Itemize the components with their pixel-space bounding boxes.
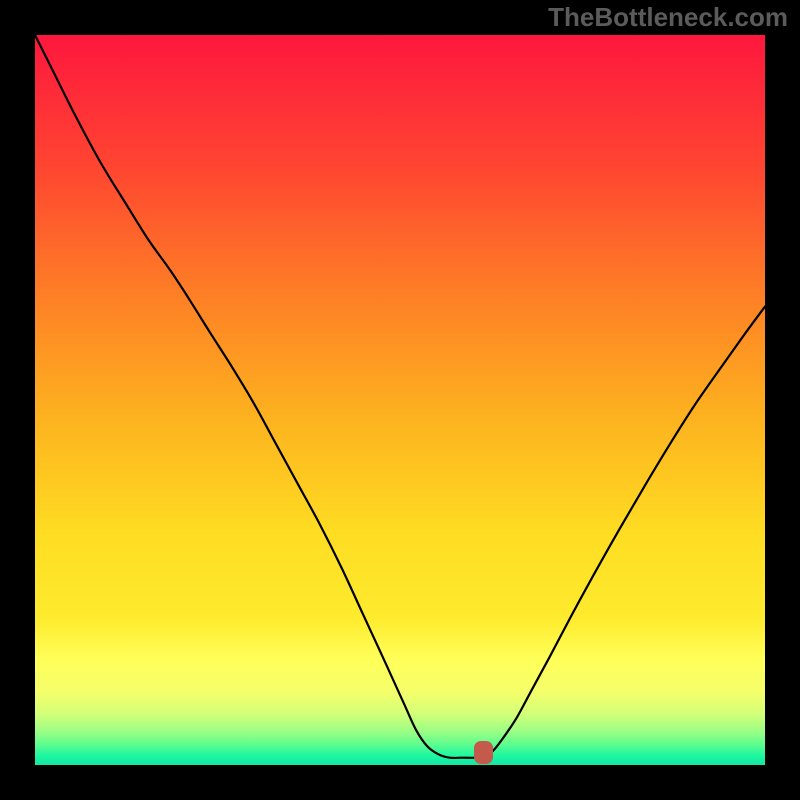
bottleneck-marker: [474, 741, 493, 764]
watermark-text: TheBottleneck.com: [548, 2, 788, 33]
plot-area: [35, 35, 765, 765]
plot-svg: [35, 35, 765, 765]
bottleneck-curve: [35, 35, 765, 758]
